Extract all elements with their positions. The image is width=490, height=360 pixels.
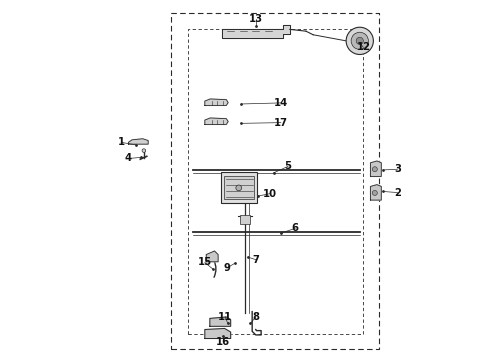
Text: 17: 17 — [274, 118, 288, 128]
Text: 5: 5 — [285, 161, 292, 171]
Polygon shape — [205, 99, 228, 105]
Text: 1: 1 — [118, 138, 125, 147]
Text: 8: 8 — [252, 312, 259, 322]
Text: 6: 6 — [292, 224, 299, 233]
Text: 12: 12 — [356, 42, 370, 52]
Text: 15: 15 — [198, 257, 212, 267]
Text: 10: 10 — [263, 189, 277, 199]
Circle shape — [346, 27, 373, 54]
FancyBboxPatch shape — [224, 176, 254, 199]
Polygon shape — [128, 139, 148, 144]
Polygon shape — [221, 25, 290, 39]
Polygon shape — [206, 251, 218, 262]
Text: 14: 14 — [274, 98, 288, 108]
Text: 2: 2 — [394, 188, 401, 198]
Polygon shape — [205, 118, 228, 125]
Text: 3: 3 — [394, 164, 401, 174]
Text: 9: 9 — [223, 263, 230, 273]
Text: 13: 13 — [249, 14, 263, 24]
FancyBboxPatch shape — [220, 172, 257, 203]
Circle shape — [236, 185, 242, 191]
Text: 7: 7 — [252, 255, 259, 265]
Polygon shape — [370, 185, 381, 200]
Text: 4: 4 — [125, 153, 132, 163]
FancyArrowPatch shape — [214, 261, 216, 277]
Polygon shape — [210, 317, 231, 326]
Circle shape — [351, 32, 368, 49]
Text: 11: 11 — [218, 312, 232, 322]
Circle shape — [356, 37, 364, 44]
Polygon shape — [370, 161, 381, 176]
FancyBboxPatch shape — [240, 215, 250, 224]
Circle shape — [142, 149, 146, 152]
Polygon shape — [205, 328, 231, 338]
Circle shape — [372, 190, 377, 195]
Text: 16: 16 — [216, 337, 230, 347]
Circle shape — [372, 167, 377, 172]
